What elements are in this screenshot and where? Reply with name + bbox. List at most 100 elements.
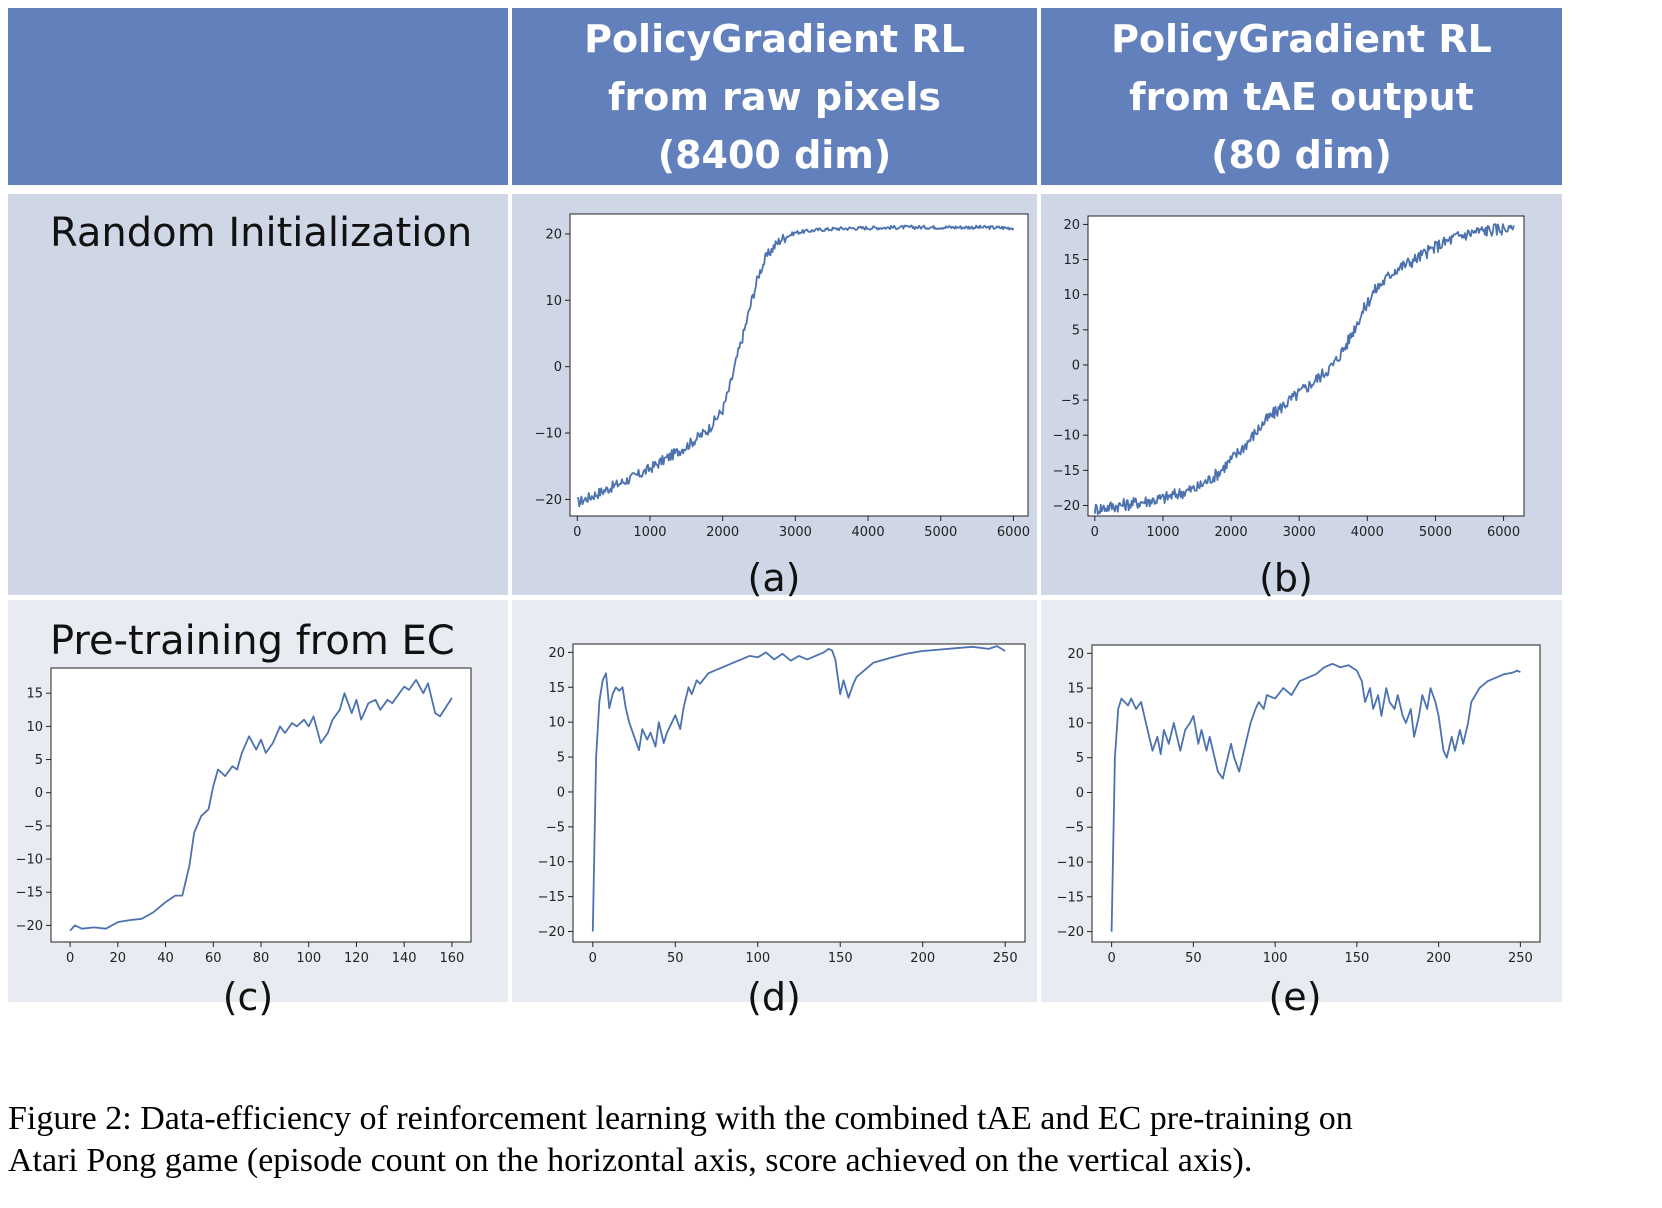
header-raw-pixels: PolicyGradient RL from raw pixels (8400 … — [512, 8, 1037, 185]
header-tae-output: PolicyGradient RL from tAE output (80 di… — [1041, 8, 1562, 185]
x-tick-label: 6000 — [997, 525, 1030, 540]
y-tick-label: −10 — [538, 855, 565, 870]
chart-a: 0 1000 2000 3000 4000 5000 6000 −20 −10 0 10 20 — [535, 213, 1030, 540]
y-tick-label: −20 — [1057, 925, 1084, 940]
x-tick-label: 0 — [1091, 525, 1099, 540]
chart-e: 0 50 100 150 200 250 −20 −15 −10 −5 0 5 10 15 20 — [1057, 644, 1541, 966]
y-tick-label: 15 — [1067, 682, 1084, 697]
row-random-label-cell: Random Initialization — [8, 194, 508, 595]
caption-line-1: Figure 2: Data-efficiency of reinforceme… — [8, 1100, 1353, 1137]
x-tick-label: 3000 — [1283, 525, 1316, 540]
y-tick-label: 5 — [1072, 323, 1080, 338]
x-tick-label: 0 — [573, 525, 581, 540]
chart-b: 0 1000 2000 3000 4000 5000 6000 −20 −15 −10 −5 0 5 10… — [1053, 215, 1525, 540]
x-tick-label: 3000 — [779, 525, 812, 540]
header-tae-line-1: PolicyGradient RL — [1111, 16, 1492, 61]
y-tick-label: 10 — [545, 294, 562, 309]
x-tick-label: 200 — [1426, 951, 1451, 966]
y-tick-label: −15 — [16, 886, 43, 901]
y-tick-label: −20 — [538, 925, 565, 940]
x-tick-label: 4000 — [852, 525, 885, 540]
y-tick-label: 10 — [1067, 716, 1084, 731]
x-tick-label: 150 — [828, 951, 853, 966]
series-line-b — [1093, 223, 1515, 515]
panel-label-d: (d) — [747, 975, 801, 1019]
y-tick-label: 20 — [545, 227, 562, 242]
row-label-pretrain: Pre-training from EC — [50, 618, 455, 664]
x-tick-label: 20 — [110, 951, 127, 966]
x-tick-label: 160 — [439, 951, 464, 966]
y-tick-label: −5 — [1065, 821, 1084, 836]
caption-line-2: Atari Pong game (episode count on the ho… — [8, 1142, 1253, 1179]
y-tick-label: 5 — [1076, 751, 1084, 766]
y-tick-label: 0 — [557, 785, 565, 800]
y-tick-label: 0 — [1076, 786, 1084, 801]
header-raw-line-3: (8400 dim) — [657, 132, 892, 177]
y-tick-label: 5 — [557, 751, 565, 766]
plot-area-e — [1091, 644, 1541, 943]
plot-area-d — [572, 643, 1026, 943]
x-tick-label: 100 — [1263, 951, 1288, 966]
series-line-a — [576, 224, 1015, 508]
plot-area-b — [1087, 215, 1525, 517]
header-raw-line-2: from raw pixels — [607, 74, 942, 119]
panel-label-e: (e) — [1268, 975, 1322, 1019]
x-tick-label: 1000 — [633, 525, 666, 540]
x-tick-label: 1000 — [1146, 525, 1179, 540]
y-tick-label: −20 — [16, 919, 43, 934]
y-tick-label: −5 — [24, 819, 43, 834]
figure-caption: Figure 2: Data-efficiency of reinforceme… — [8, 1098, 1658, 1182]
row-label-random: Random Initialization — [50, 210, 473, 256]
y-tick-label: 10 — [1063, 288, 1080, 303]
x-tick-label: 120 — [344, 951, 369, 966]
x-tick-label: 0 — [1107, 951, 1115, 966]
y-tick-label: −15 — [1057, 890, 1084, 905]
chart-c: 0 20 40 60 80 100 120 140 160 −20 −15 −10 −5 0 5 10 15 — [16, 667, 472, 966]
panel-label-b: (b) — [1259, 556, 1313, 600]
y-tick-label: −10 — [16, 853, 43, 868]
y-tick-label: −20 — [1053, 499, 1080, 514]
y-tick-label: 20 — [1063, 218, 1080, 233]
x-tick-label: 60 — [205, 951, 222, 966]
y-tick-label: 0 — [1072, 358, 1080, 373]
y-tick-label: 15 — [548, 681, 565, 696]
panel-label-a: (a) — [747, 556, 801, 600]
series-line-c — [69, 679, 453, 932]
x-tick-label: 40 — [157, 951, 174, 966]
x-tick-label: 4000 — [1351, 525, 1384, 540]
x-tick-label: 250 — [1508, 951, 1533, 966]
y-tick-label: 5 — [35, 753, 43, 768]
panel-label-c: (c) — [222, 975, 274, 1019]
y-tick-label: −10 — [1057, 856, 1084, 871]
y-tick-label: −20 — [535, 493, 562, 508]
y-tick-label: 10 — [26, 720, 43, 735]
x-tick-label: 80 — [253, 951, 270, 966]
y-tick-label: −5 — [546, 820, 565, 835]
y-tick-label: 20 — [548, 646, 565, 661]
y-tick-label: −10 — [535, 427, 562, 442]
plot-area-c — [50, 667, 472, 943]
y-tick-label: 15 — [26, 687, 43, 702]
x-tick-label: 100 — [745, 951, 770, 966]
x-tick-label: 250 — [993, 951, 1018, 966]
x-tick-label: 5000 — [924, 525, 957, 540]
series-line-e — [1110, 662, 1521, 932]
x-tick-label: 6000 — [1487, 525, 1520, 540]
y-tick-label: 0 — [554, 360, 562, 375]
x-tick-label: 0 — [66, 951, 74, 966]
y-tick-label: 15 — [1063, 253, 1080, 268]
x-tick-label: 50 — [1185, 951, 1202, 966]
y-tick-label: −15 — [1053, 464, 1080, 479]
y-tick-label: 10 — [548, 716, 565, 731]
y-tick-label: −10 — [1053, 429, 1080, 444]
x-tick-label: 2000 — [706, 525, 739, 540]
header-raw-line-1: PolicyGradient RL — [584, 16, 965, 61]
y-tick-label: 0 — [35, 786, 43, 801]
x-tick-label: 200 — [910, 951, 935, 966]
figure-table: PolicyGradient RL from raw pixels (8400 … — [8, 8, 1562, 1019]
x-tick-label: 5000 — [1419, 525, 1452, 540]
x-tick-label: 140 — [392, 951, 417, 966]
y-tick-label: 20 — [1067, 647, 1084, 662]
x-tick-label: 100 — [296, 951, 321, 966]
y-tick-label: −5 — [1061, 394, 1080, 409]
